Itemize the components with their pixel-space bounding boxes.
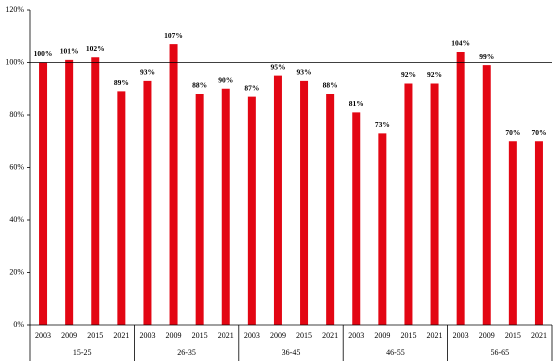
x-tick-label: 2015 [87,331,103,340]
group-label: 26-35 [177,348,196,357]
x-tick-label: 2021 [427,331,443,340]
x-tick-label: 2009 [61,331,77,340]
bar [91,57,100,325]
bar [456,52,465,325]
group-label: 15-25 [73,348,92,357]
x-tick-label: 2003 [453,331,469,340]
bar [430,83,439,325]
x-tick-label: 2003 [35,331,51,340]
x-tick-label: 2015 [400,331,416,340]
y-tick-label: 20% [9,267,24,276]
value-label: 70% [531,128,546,137]
y-tick-label: 40% [9,215,24,224]
y-tick-label: 100% [5,57,24,66]
y-tick-label: 60% [9,162,24,171]
x-tick-label: 2003 [348,331,364,340]
group-label: 46-55 [386,348,405,357]
bar [326,94,335,325]
x-tick-label: 2021 [113,331,129,340]
x-tick-label: 2021 [218,331,234,340]
x-tick-label: 2021 [531,331,547,340]
value-label: 87% [244,83,259,92]
bar [39,62,48,325]
value-label: 100% [34,49,53,58]
value-label: 99% [479,52,494,61]
x-tick-label: 2003 [244,331,260,340]
x-tick-label: 2015 [296,331,312,340]
bar [378,133,387,325]
value-label: 81% [349,99,364,108]
bar [143,80,152,325]
x-tick-label: 2009 [166,331,182,340]
y-tick-label: 120% [5,5,24,14]
value-label: 107% [164,31,183,40]
value-label: 70% [505,128,520,137]
value-label: 92% [427,70,442,79]
x-tick-label: 2021 [322,331,338,340]
value-label: 93% [297,68,312,77]
value-label: 89% [114,78,129,87]
bar [65,59,74,325]
value-label: 73% [375,120,390,129]
x-tick-label: 2009 [270,331,286,340]
value-label: 92% [401,70,416,79]
bar [221,88,230,325]
value-label: 104% [451,39,470,48]
x-tick-label: 2015 [505,331,521,340]
group-label: 36-45 [282,348,301,357]
value-label: 101% [60,47,79,56]
value-label: 93% [140,68,155,77]
value-label: 102% [86,44,105,53]
value-label: 95% [270,62,285,71]
value-label: 90% [218,75,233,84]
bar [117,91,126,325]
bar [534,141,543,325]
bar [169,44,178,325]
bar [247,96,256,325]
bar [508,141,517,325]
y-tick-label: 80% [9,110,24,119]
x-tick-label: 2015 [192,331,208,340]
value-label: 88% [323,81,338,90]
bar [352,112,361,325]
x-tick-label: 2009 [374,331,390,340]
bar [482,65,491,325]
group-label: 56-65 [490,348,509,357]
bar [195,94,204,325]
x-tick-label: 2009 [479,331,495,340]
bar [300,80,309,325]
value-label: 88% [192,81,207,90]
bar [273,75,282,325]
x-tick-label: 2003 [139,331,155,340]
y-tick-label: 0% [13,320,24,329]
bar [404,83,413,325]
